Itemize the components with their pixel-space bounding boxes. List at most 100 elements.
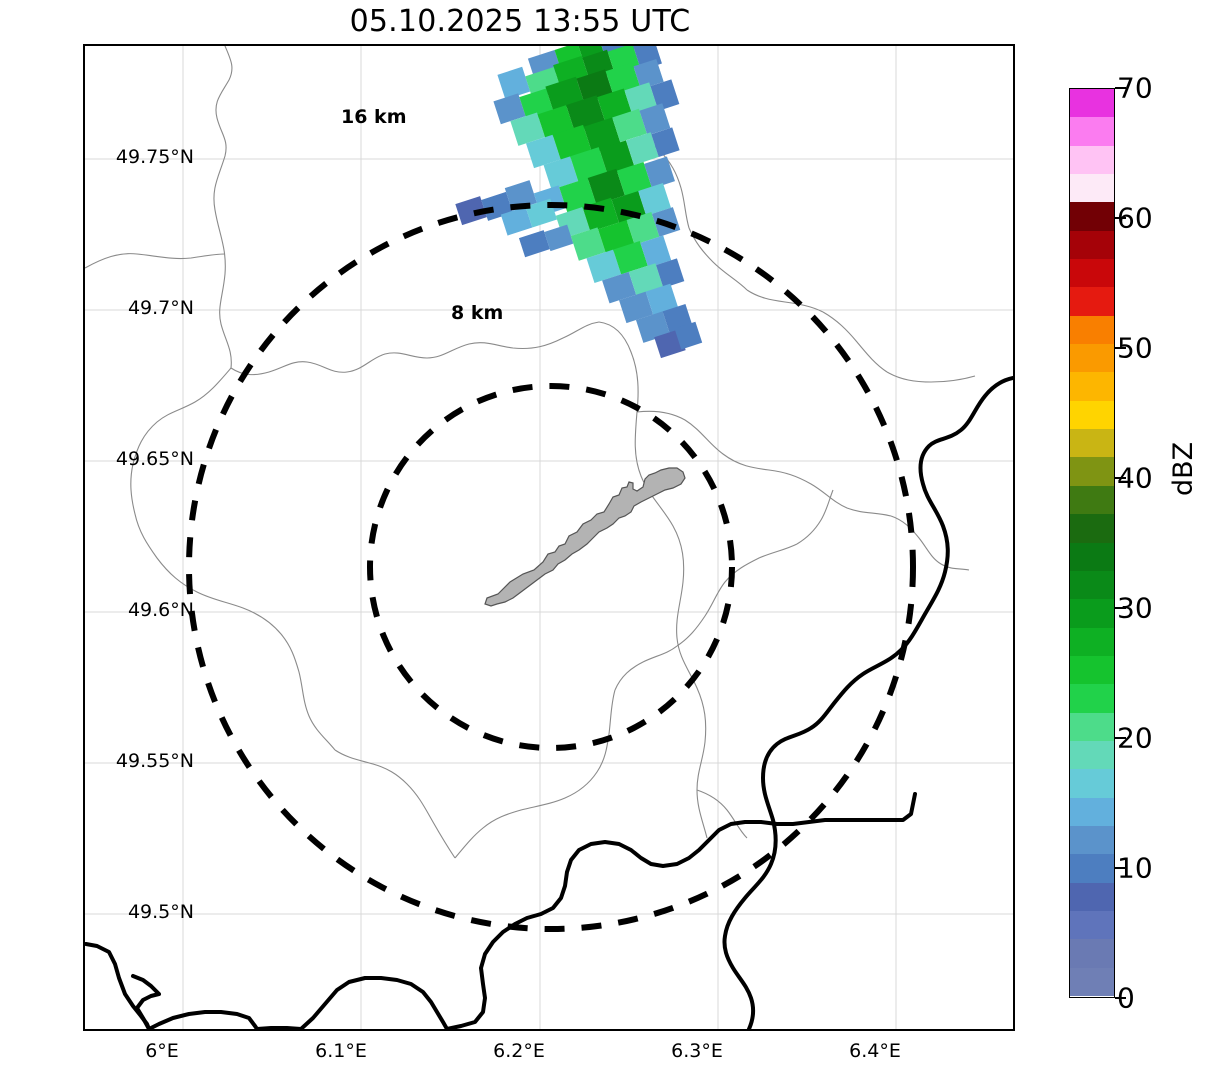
country-border [85,376,1013,1029]
colorbar-band [1070,825,1114,855]
radar-echo-cell [597,88,632,122]
lake-polygon [484,467,686,607]
colorbar-tick-mark [1115,217,1126,219]
colorbar-tick-label: 0 [1117,981,1135,1015]
radar-echo-cell [537,105,575,140]
colorbar-band [1070,939,1114,968]
map-svg [85,46,1013,1029]
colorbar-band [1070,655,1114,685]
colorbar-tick-mark [1115,87,1126,89]
colorbar-tick-label: 10 [1117,851,1153,885]
radar-echo-cells [455,46,703,359]
radar-echo-cell [455,196,487,226]
colorbar-tick-label: 30 [1117,591,1153,625]
radar-echo-cell [598,220,635,255]
colorbar-tick-label: 60 [1117,201,1153,235]
radar-echo-cell [650,79,680,111]
radar-echo-cell [651,127,680,158]
radar-echo-cell [639,103,671,136]
colorbar-tick-mark [1115,737,1126,739]
colorbar-band [1070,542,1114,571]
range-ring-16km [186,202,916,932]
colorbar-band [1070,259,1114,288]
colorbar-band [1070,485,1114,515]
colorbar-band [1070,230,1114,260]
colorbar-tick-mark [1115,867,1126,869]
colorbar-tick-label: 40 [1117,461,1153,495]
map-plot-area[interactable]: 16 km 8 km [83,44,1015,1031]
colorbar-tick-mark [1115,997,1126,999]
colorbar-band [1070,882,1114,911]
radar-echo-cell [497,66,531,100]
colorbar-tick-label: 20 [1117,721,1153,755]
colorbar-band [1070,344,1114,373]
x-tick-label: 6.1°E [315,1040,367,1062]
range-rings [186,202,916,932]
colorbar-band [1070,145,1114,175]
colorbar-band [1070,854,1114,883]
colorbar-band [1070,684,1114,713]
radar-echo-cell [655,258,685,288]
y-tick-label: 49.55°N [115,750,194,772]
colorbar[interactable] [1069,88,1115,998]
y-tick-label: 49.5°N [127,901,194,923]
range-ring-8km [367,383,735,751]
colorbar-band [1070,627,1114,656]
colorbar-band [1070,287,1114,316]
radar-echo-cell [583,117,621,154]
radar-echo-cell [587,168,625,205]
colorbar-band [1070,202,1114,231]
radar-echo-cell [543,156,579,190]
colorbar-band [1070,967,1114,996]
radar-echo-cell [599,140,635,176]
y-tick-label: 49.65°N [115,448,194,470]
district-boundaries [85,46,976,859]
y-tick-label: 49.75°N [115,146,194,168]
radar-echo-cell [633,58,664,90]
colorbar-band [1070,769,1114,798]
radar-echo-cell [518,230,550,258]
colorbar-band [1070,400,1114,430]
radar-echo-cell [638,182,671,216]
colorbar-band [1070,457,1114,486]
radar-echo-cell [570,147,608,183]
radar-echo-cell [645,283,679,317]
colorbar-band [1070,910,1114,940]
colorbar-tick-mark [1115,607,1126,609]
radar-echo-cell [624,82,658,116]
radar-echo-cell [644,156,675,189]
radar-echo-cell [525,134,561,169]
radar-echo-cell [570,227,606,261]
radar-echo-cell [640,235,672,268]
radar-echo-cell [613,240,648,275]
x-tick-label: 6.2°E [493,1040,545,1062]
range-ring-label-16km: 16 km [341,106,407,128]
colorbar-tick-mark [1115,477,1126,479]
radar-echo-cell [612,108,647,143]
colorbar-band [1070,570,1114,600]
colorbar-band [1070,174,1114,203]
radar-echo-cell [605,62,641,96]
y-tick-label: 49.6°N [127,599,194,621]
colorbar-band [1070,429,1114,458]
colorbar-band [1070,599,1114,628]
figure-title: 05.10.2025 13:55 UTC [349,4,691,39]
x-tick-label: 6.3°E [671,1040,723,1062]
colorbar-band [1070,712,1114,741]
radar-echo-cell [544,224,574,252]
radar-echo-cell [500,206,533,236]
colorbar-tick-label: 70 [1117,71,1153,105]
radar-echo-cell [586,249,622,284]
colorbar-band [1070,740,1114,770]
x-tick-label: 6°E [145,1040,179,1062]
radar-echo-cell [619,291,654,324]
colorbar-band [1070,315,1114,345]
radar-echo-cell [576,69,614,104]
radar-echo-cell [616,161,653,198]
radar-echo-cell [566,95,606,132]
radar-echo-cell [674,321,703,350]
colorbar-band [1070,372,1114,401]
radar-echo-cell [552,124,592,162]
radar-echo-cell [493,93,526,125]
